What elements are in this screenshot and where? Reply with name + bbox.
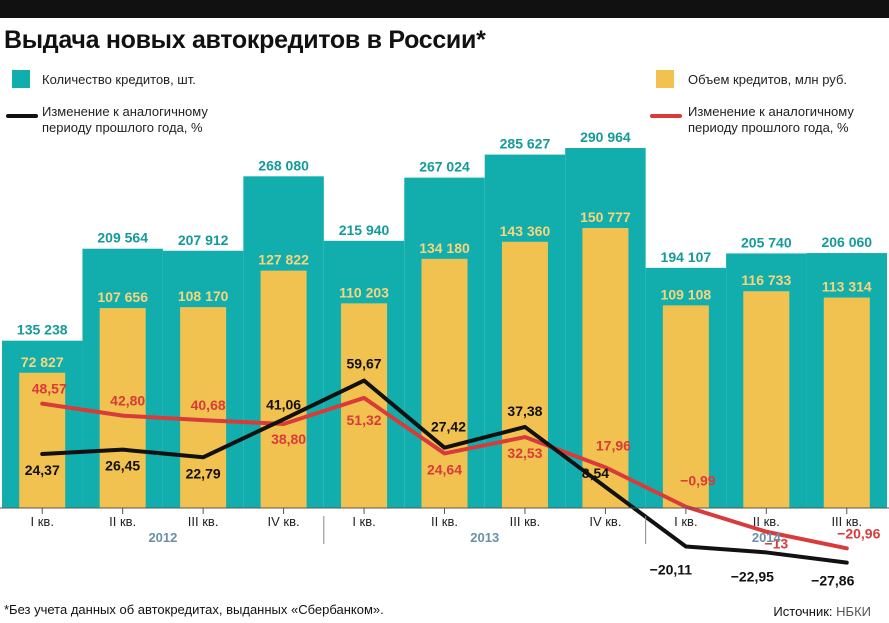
volume-label: 108 170: [178, 288, 229, 304]
legend-count-label: Количество кредитов, шт.: [42, 72, 196, 87]
volume-change-label: −13: [764, 536, 788, 552]
volume-change-label: 51,32: [347, 412, 382, 428]
volume-bar: [260, 270, 307, 508]
volume-bar: [19, 372, 66, 508]
footnote: *Без учета данных об автокредитах, выдан…: [4, 602, 384, 617]
count-change-label: 41,06: [266, 396, 301, 412]
count-label: 215 940: [339, 222, 390, 238]
count-change-label: −20,11: [650, 562, 693, 578]
x-tick-label: IV кв.: [589, 514, 621, 529]
count-label: 290 964: [580, 129, 631, 145]
volume-change-label: 17,96: [596, 437, 631, 453]
volume-change-label: −20,96: [837, 525, 880, 541]
source-label: Источник:: [773, 604, 833, 619]
legend-count-change-line2: периоду прошлого года, %: [42, 120, 203, 135]
volume-bar: [823, 297, 870, 508]
legend-volume-change-line2: периоду прошлого года, %: [688, 120, 849, 135]
legend-volume-change-label: Изменение к аналогичному периоду прошлог…: [688, 104, 854, 136]
volume-label: 72 827: [21, 354, 64, 370]
volume-bar: [662, 305, 709, 508]
count-label: 267 024: [419, 159, 470, 175]
count-label: 209 564: [97, 230, 148, 246]
count-change-label: −27,86: [811, 573, 854, 589]
count-change-label: 27,42: [431, 419, 466, 435]
volume-change-label: 38,80: [271, 431, 306, 447]
source: Источник: НБКИ: [773, 604, 871, 619]
count-change-label: −22,95: [731, 568, 774, 584]
volume-change-label: 32,53: [507, 445, 542, 461]
count-label: 135 238: [17, 322, 68, 338]
count-label: 207 912: [178, 232, 229, 248]
volume-bar: [99, 308, 146, 508]
count-change-label: 59,67: [347, 356, 382, 372]
volume-change-label: 24,64: [427, 461, 462, 477]
legend-volume-swatch: [656, 70, 674, 88]
year-label: 2014: [752, 530, 782, 545]
legend-volume-label: Объем кредитов, млн руб.: [688, 72, 848, 87]
count-label: 205 740: [741, 234, 792, 250]
volume-bar: [421, 258, 468, 508]
year-label: 2013: [470, 530, 499, 545]
volume-label: 110 203: [339, 284, 389, 300]
volume-bar: [501, 241, 548, 508]
legend-count-change-label: Изменение к аналогичному периоду прошлог…: [42, 104, 208, 136]
volume-label: 150 777: [580, 209, 631, 225]
volume-label: 134 180: [419, 240, 470, 256]
year-label: 2012: [148, 530, 177, 545]
top-bar: [0, 0, 889, 18]
volume-bar: [180, 307, 227, 508]
volume-label: 127 822: [258, 252, 309, 268]
count-label: 206 060: [821, 234, 872, 250]
legend-volume-change-swatch: [650, 114, 682, 118]
x-tick-label: III кв.: [188, 514, 219, 529]
volume-label: 113 314: [822, 279, 872, 295]
count-change-label: 26,45: [105, 458, 140, 474]
volume-label: 116 733: [741, 272, 791, 288]
volume-bar: [743, 291, 790, 508]
x-tick-label: I кв.: [674, 514, 697, 529]
x-tick-label: I кв.: [31, 514, 54, 529]
legend-count-swatch: [12, 70, 30, 88]
x-tick-label: II кв.: [431, 514, 458, 529]
x-tick-label: I кв.: [352, 514, 375, 529]
x-tick-label: II кв.: [109, 514, 136, 529]
x-tick-label: III кв.: [831, 514, 862, 529]
count-label: 285 627: [500, 136, 551, 152]
source-value: НБКИ: [836, 604, 871, 619]
count-change-label: 37,38: [507, 403, 542, 419]
volume-bar: [341, 303, 388, 508]
count-label: 268 080: [258, 157, 309, 173]
count-label: 194 107: [661, 249, 712, 265]
volume-change-label: 42,80: [110, 393, 145, 409]
chart-title: Выдача новых автокредитов в России*: [4, 26, 486, 54]
x-tick-label: III кв.: [510, 514, 541, 529]
x-tick-label: II кв.: [753, 514, 780, 529]
legend-volume-change-line1: Изменение к аналогичному: [688, 104, 854, 119]
volume-label: 107 656: [97, 289, 148, 305]
count-change-line: [40, 378, 849, 565]
count-change-label: 24,37: [25, 462, 60, 478]
count-change-label: 22,79: [186, 465, 221, 481]
legend-count-change-swatch: [6, 114, 38, 118]
volume-label: 143 360: [500, 223, 551, 239]
count-change-label: 8,54: [582, 465, 609, 481]
volume-change-label: −0,99: [680, 473, 716, 489]
volume-label: 109 108: [661, 286, 712, 302]
volume-change-label: 48,57: [32, 381, 67, 397]
legend-count-change-line1: Изменение к аналогичному: [42, 104, 208, 119]
x-tick-label: IV кв.: [268, 514, 300, 529]
volume-change-line: [40, 395, 849, 551]
volume-change-label: 40,68: [191, 397, 226, 413]
